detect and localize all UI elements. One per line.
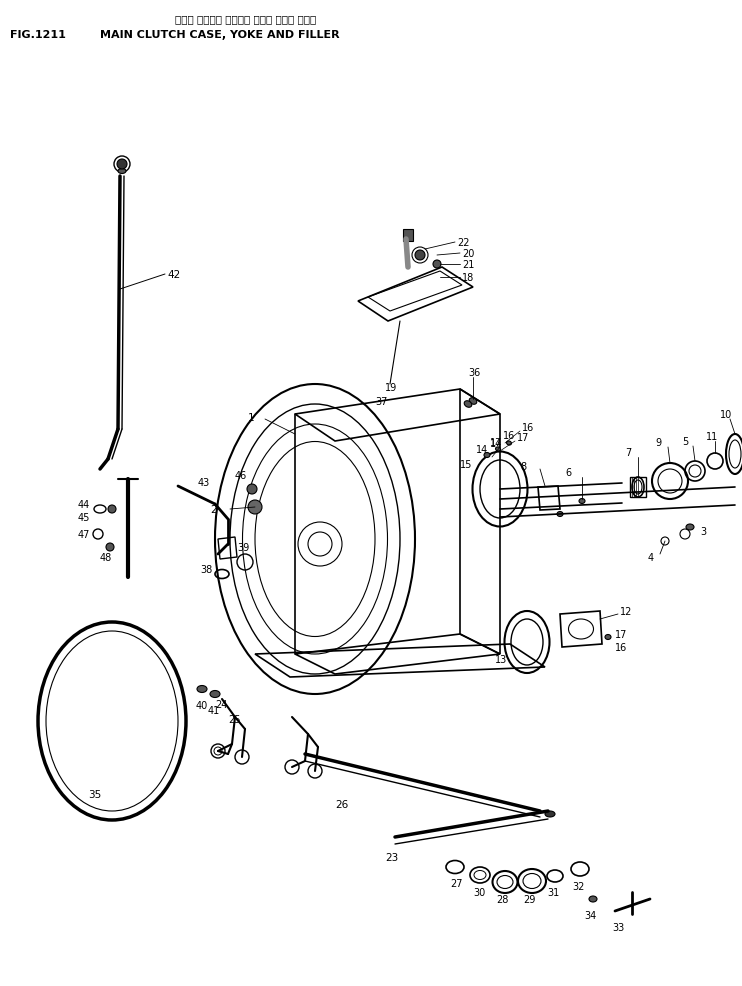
Text: 26: 26: [335, 800, 348, 810]
Text: 19: 19: [385, 383, 397, 392]
Text: MAIN CLUTCH CASE, YOKE AND FILLER: MAIN CLUTCH CASE, YOKE AND FILLER: [100, 30, 340, 40]
Text: 47: 47: [78, 529, 91, 539]
Text: 25: 25: [228, 714, 240, 725]
Ellipse shape: [726, 435, 742, 474]
Ellipse shape: [496, 448, 500, 452]
Text: 36: 36: [468, 368, 480, 378]
Text: 9: 9: [655, 438, 661, 448]
Text: 22: 22: [457, 238, 470, 247]
Circle shape: [108, 506, 116, 514]
Ellipse shape: [557, 512, 563, 517]
Text: 17: 17: [490, 438, 502, 448]
Circle shape: [248, 501, 262, 515]
Ellipse shape: [686, 525, 694, 530]
Text: 11: 11: [706, 432, 718, 442]
Bar: [630, 477, 646, 498]
Text: 15: 15: [460, 459, 473, 469]
Text: 4: 4: [648, 552, 654, 562]
Text: 13: 13: [495, 655, 508, 665]
Ellipse shape: [464, 401, 472, 408]
Circle shape: [247, 484, 257, 495]
Text: 45: 45: [78, 513, 91, 523]
Ellipse shape: [605, 635, 611, 640]
Text: 18: 18: [462, 273, 474, 283]
Ellipse shape: [484, 453, 490, 458]
Text: 48: 48: [100, 552, 112, 562]
Text: 30: 30: [473, 887, 485, 897]
Text: 35: 35: [88, 789, 101, 800]
Text: 6: 6: [565, 467, 571, 477]
Circle shape: [433, 260, 441, 269]
Text: 43: 43: [198, 477, 210, 487]
Text: 14: 14: [490, 439, 502, 449]
Ellipse shape: [579, 499, 585, 504]
Text: 34: 34: [584, 910, 597, 920]
Text: 16: 16: [503, 431, 515, 441]
Text: 42: 42: [167, 270, 180, 280]
Text: 16: 16: [615, 642, 627, 653]
Text: 40: 40: [196, 700, 209, 710]
Text: 3: 3: [700, 527, 706, 536]
Text: 20: 20: [462, 248, 474, 258]
Text: 24: 24: [215, 699, 227, 709]
Circle shape: [106, 543, 114, 551]
Ellipse shape: [197, 686, 207, 693]
Text: 16: 16: [522, 423, 534, 433]
Text: 29: 29: [523, 894, 536, 904]
Text: メイン クラッチ ケース， ヨーク オヨビ フィラ: メイン クラッチ ケース， ヨーク オヨビ フィラ: [175, 14, 316, 24]
Text: 17: 17: [517, 433, 529, 443]
Text: 2: 2: [210, 505, 217, 515]
Bar: [403, 230, 413, 242]
Text: 38: 38: [200, 564, 212, 575]
Text: 32: 32: [572, 881, 585, 891]
Circle shape: [117, 160, 127, 170]
Text: 27: 27: [450, 879, 462, 888]
Text: 17: 17: [615, 629, 628, 639]
Ellipse shape: [469, 398, 477, 405]
Text: 31: 31: [547, 887, 559, 897]
Text: 21: 21: [462, 259, 474, 270]
Text: 46: 46: [235, 470, 247, 480]
Text: 39: 39: [237, 542, 249, 552]
Text: 28: 28: [496, 894, 508, 904]
Text: 23: 23: [385, 852, 398, 862]
Ellipse shape: [210, 691, 220, 698]
Text: 7: 7: [625, 448, 631, 458]
Text: 44: 44: [78, 500, 91, 510]
Text: 41: 41: [208, 705, 220, 715]
Text: 5: 5: [682, 437, 689, 447]
Circle shape: [415, 250, 425, 260]
Text: 12: 12: [620, 606, 632, 616]
Text: 8: 8: [520, 461, 526, 471]
Text: 14: 14: [476, 445, 488, 455]
Text: 37: 37: [375, 396, 387, 406]
Ellipse shape: [545, 811, 555, 817]
Ellipse shape: [118, 170, 126, 175]
Text: FIG.1211: FIG.1211: [10, 30, 66, 40]
Text: 33: 33: [612, 922, 624, 932]
Ellipse shape: [589, 896, 597, 902]
Text: 1: 1: [248, 412, 255, 423]
Ellipse shape: [507, 442, 511, 446]
Text: 10: 10: [720, 409, 732, 420]
